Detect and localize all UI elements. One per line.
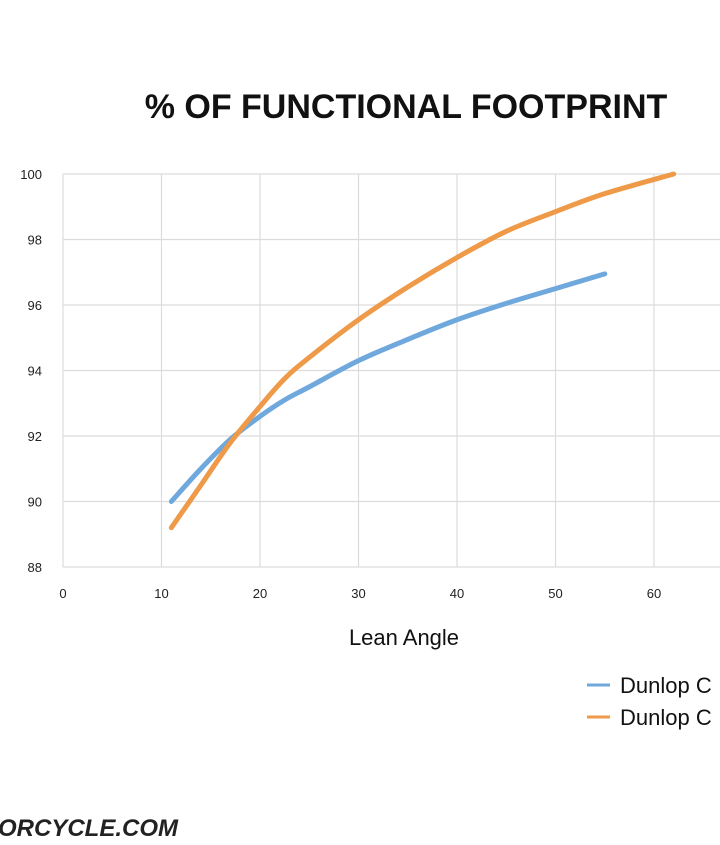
series-line-1 — [168, 271, 608, 504]
x-tick-label: 40 — [450, 586, 464, 601]
chart-title: % OF FUNCTIONAL FOOTPRINT — [145, 88, 668, 126]
x-tick-label: 50 — [548, 586, 562, 601]
x-tick-label: 10 — [154, 586, 168, 601]
legend-label-2: Dunlop C — [620, 705, 712, 730]
x-tick-label: 60 — [647, 586, 661, 601]
legend-label-1: Dunlop C — [620, 673, 712, 698]
x-tick-label: 30 — [351, 586, 365, 601]
y-tick-label: 100 — [20, 167, 42, 182]
y-tick-label: 88 — [28, 560, 42, 575]
series-line-2 — [168, 171, 677, 531]
y-tick-label: 92 — [28, 429, 42, 444]
grid — [62, 173, 720, 568]
watermark: ORCYCLE.COM — [0, 815, 179, 842]
y-tick-labels: 88 90 92 94 96 98 100 — [20, 167, 42, 575]
y-tick-label: 90 — [28, 495, 42, 510]
y-tick-label: 98 — [28, 233, 42, 248]
x-tick-label: 0 — [59, 586, 66, 601]
legend: Dunlop C Dunlop C — [587, 673, 712, 730]
x-tick-label: 20 — [253, 586, 267, 601]
y-tick-label: 96 — [28, 298, 42, 313]
series-group — [168, 171, 677, 531]
y-tick-label: 94 — [28, 364, 42, 379]
x-tick-labels: 0 10 20 30 40 50 60 — [59, 586, 661, 601]
x-axis-label: Lean Angle — [349, 625, 459, 650]
